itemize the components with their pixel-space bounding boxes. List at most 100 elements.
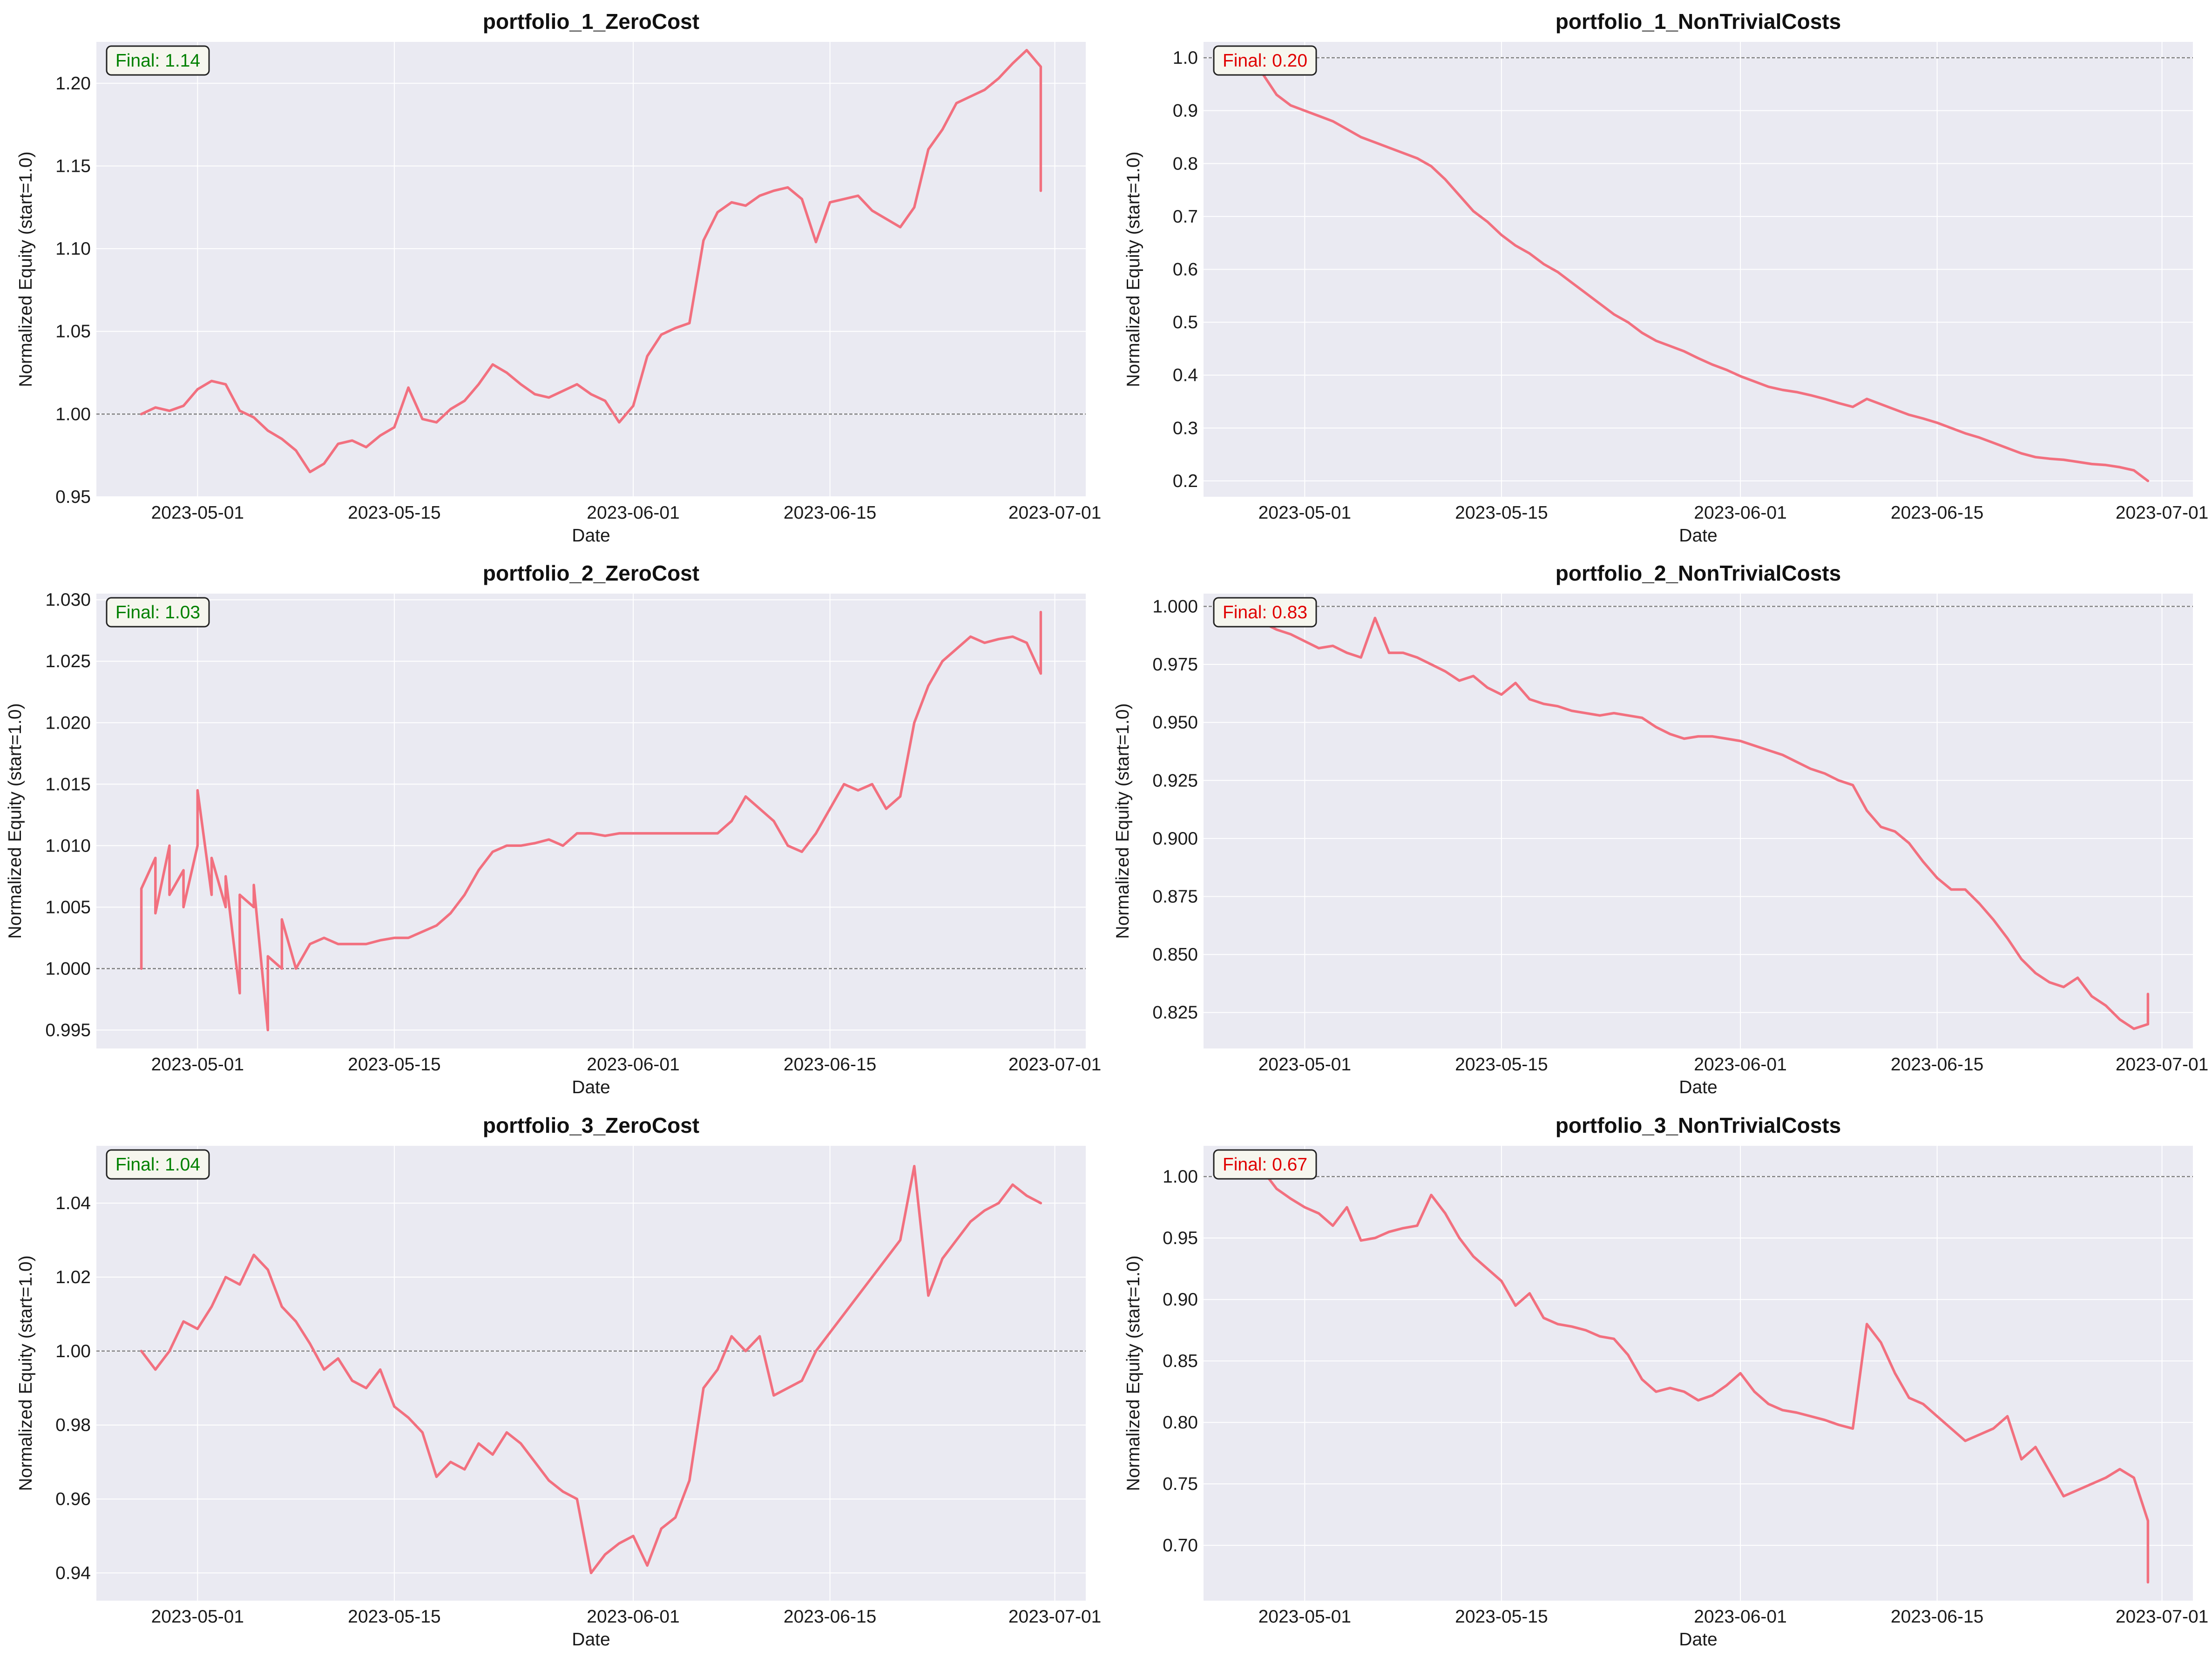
x-tick-label: 2023-07-01 bbox=[1008, 503, 1102, 523]
final-value-label: Final: 1.04 bbox=[115, 1155, 200, 1175]
y-axis-label: Normalized Equity (start=1.0) bbox=[16, 1255, 36, 1491]
plot-area bbox=[96, 594, 1086, 1048]
equity-series-line bbox=[1247, 605, 2150, 1030]
x-tick-label: 2023-06-01 bbox=[587, 1607, 680, 1627]
chart-panel-3: 0.995 1.000 1.005 1.010 1.015 1.020 1.025 1.030… bbox=[5, 561, 1101, 1097]
y-tick-label: 1.005 bbox=[45, 897, 91, 917]
y-tick-label: 0.96 bbox=[55, 1489, 91, 1509]
chart-panel-6: 0.70 0.75 0.80 0.85 0.90 0.95 1.00 2023-05-01 20… bbox=[1123, 1113, 2208, 1650]
plot-area bbox=[96, 42, 1086, 497]
y-tick-label: 0.950 bbox=[1152, 713, 1198, 733]
y-axis-label: Normalized Equity (start=1.0) bbox=[1123, 1255, 1143, 1491]
x-axis-label: Date bbox=[572, 1077, 610, 1097]
x-tick-label: 2023-07-01 bbox=[1008, 1607, 1102, 1627]
plot-area bbox=[96, 1146, 1086, 1601]
x-tick-label: 2023-06-15 bbox=[784, 1607, 877, 1627]
y-tick-label: 0.6 bbox=[1173, 260, 1198, 280]
x-tick-label: 2023-06-01 bbox=[1694, 503, 1787, 523]
x-tick-label: 2023-05-15 bbox=[1455, 1055, 1548, 1075]
x-axis-label: Date bbox=[572, 526, 610, 546]
y-tick-label: 0.925 bbox=[1152, 771, 1198, 791]
x-tick-label: 2023-06-01 bbox=[587, 503, 680, 523]
y-tick-label: 0.8 bbox=[1173, 154, 1198, 174]
x-tick-label: 2023-05-15 bbox=[348, 503, 441, 523]
chart-panel-5: 0.94 0.96 0.98 1.00 1.02 1.04 2023-05-01 2023-0… bbox=[16, 1113, 1101, 1650]
x-tick-label: 2023-05-15 bbox=[1455, 1607, 1548, 1627]
y-tick-label: 1.20 bbox=[55, 74, 91, 94]
y-tick-label: 1.010 bbox=[45, 836, 91, 856]
y-tick-label: 1.025 bbox=[45, 651, 91, 671]
y-tick-label: 0.75 bbox=[1163, 1474, 1198, 1494]
final-value-badge bbox=[1213, 45, 1317, 76]
final-value-label: Final: 0.67 bbox=[1223, 1155, 1307, 1175]
x-tick-label: 2023-07-01 bbox=[2116, 503, 2209, 523]
y-tick-label: 1.04 bbox=[55, 1193, 91, 1213]
y-tick-label: 0.94 bbox=[55, 1563, 91, 1583]
y-tick-label: 0.95 bbox=[55, 487, 91, 507]
y-tick-label: 1.00 bbox=[55, 1341, 91, 1361]
y-axis-label: Normalized Equity (start=1.0) bbox=[16, 151, 36, 387]
x-tick-label: 2023-06-01 bbox=[587, 1055, 680, 1075]
equity-series-line bbox=[140, 610, 1042, 1032]
x-tick-label: 2023-05-01 bbox=[151, 503, 244, 523]
x-tick-label: 2023-05-01 bbox=[1258, 1055, 1352, 1075]
chart-title: portfolio_1_ZeroCost bbox=[483, 9, 699, 34]
chart-title: portfolio_3_NonTrivialCosts bbox=[1556, 1113, 1841, 1137]
chart-panel-2: 0.2 0.3 0.4 0.5 0.6 0.7 0.8 0.9 1.0 2023-05-01 202… bbox=[1123, 9, 2208, 546]
x-tick-label: 2023-06-15 bbox=[784, 1055, 877, 1075]
y-tick-label: 0.850 bbox=[1152, 945, 1198, 965]
x-tick-label: 2023-05-15 bbox=[348, 1607, 441, 1627]
x-tick-label: 2023-06-15 bbox=[1891, 503, 1984, 523]
y-tick-label: 0.80 bbox=[1163, 1413, 1198, 1433]
x-tick-label: 2023-05-15 bbox=[1455, 503, 1548, 523]
y-tick-label: 0.5 bbox=[1173, 312, 1198, 332]
y-tick-label: 0.2 bbox=[1173, 471, 1198, 491]
y-tick-label: 0.98 bbox=[55, 1415, 91, 1435]
y-tick-label: 1.05 bbox=[55, 322, 91, 342]
chart-panel-1: 0.95 1.00 1.05 1.10 1.15 1.20 2023-05-01 2023-0… bbox=[16, 9, 1101, 546]
chart-title: portfolio_3_ZeroCost bbox=[483, 1113, 699, 1137]
x-tick-label: 2023-06-01 bbox=[1694, 1607, 1787, 1627]
final-value-label: Final: 0.20 bbox=[1223, 51, 1307, 71]
y-tick-label: 0.995 bbox=[45, 1020, 91, 1040]
y-tick-label: 1.015 bbox=[45, 774, 91, 794]
equity-series-line bbox=[140, 1164, 1042, 1575]
plot-area bbox=[1204, 1146, 2193, 1601]
x-tick-label: 2023-06-15 bbox=[784, 503, 877, 523]
final-value-label: Final: 1.03 bbox=[115, 602, 200, 622]
y-tick-label: 0.975 bbox=[1152, 655, 1198, 675]
y-axis-label: Normalized Equity (start=1.0) bbox=[5, 703, 25, 939]
y-axis-label: Normalized Equity (start=1.0) bbox=[1123, 151, 1143, 387]
final-value-badge bbox=[1213, 597, 1317, 628]
y-tick-label: 0.7 bbox=[1173, 207, 1198, 227]
y-tick-label: 1.10 bbox=[55, 239, 91, 259]
x-tick-label: 2023-05-01 bbox=[1258, 1607, 1352, 1627]
x-tick-label: 2023-05-01 bbox=[151, 1607, 244, 1627]
y-tick-label: 0.875 bbox=[1152, 887, 1198, 907]
y-tick-label: 0.3 bbox=[1173, 418, 1198, 438]
y-tick-label: 1.0 bbox=[1173, 48, 1198, 68]
final-value-badge bbox=[106, 1149, 210, 1180]
y-tick-label: 1.02 bbox=[55, 1267, 91, 1287]
equity-series-line bbox=[140, 49, 1042, 473]
x-tick-label: 2023-07-01 bbox=[1008, 1055, 1102, 1075]
x-tick-label: 2023-07-01 bbox=[2116, 1055, 2209, 1075]
chart-title: portfolio_1_NonTrivialCosts bbox=[1556, 9, 1841, 34]
x-axis-label: Date bbox=[1679, 1077, 1717, 1097]
y-tick-label: 1.000 bbox=[45, 959, 91, 979]
x-tick-label: 2023-06-15 bbox=[1891, 1607, 1984, 1627]
y-tick-label: 1.020 bbox=[45, 713, 91, 733]
final-value-label: Final: 1.14 bbox=[115, 51, 200, 71]
y-tick-label: 1.00 bbox=[55, 404, 91, 424]
x-tick-label: 2023-05-01 bbox=[1258, 503, 1352, 523]
y-tick-label: 1.00 bbox=[1163, 1167, 1198, 1187]
x-tick-label: 2023-05-01 bbox=[151, 1055, 244, 1075]
y-tick-label: 1.15 bbox=[55, 156, 91, 176]
y-tick-label: 0.9 bbox=[1173, 101, 1198, 121]
final-value-label: Final: 0.83 bbox=[1223, 602, 1307, 622]
x-axis-label: Date bbox=[572, 1630, 610, 1650]
y-axis-label: Normalized Equity (start=1.0) bbox=[1113, 703, 1133, 939]
x-tick-label: 2023-06-15 bbox=[1891, 1055, 1984, 1075]
y-tick-label: 0.825 bbox=[1152, 1003, 1198, 1023]
